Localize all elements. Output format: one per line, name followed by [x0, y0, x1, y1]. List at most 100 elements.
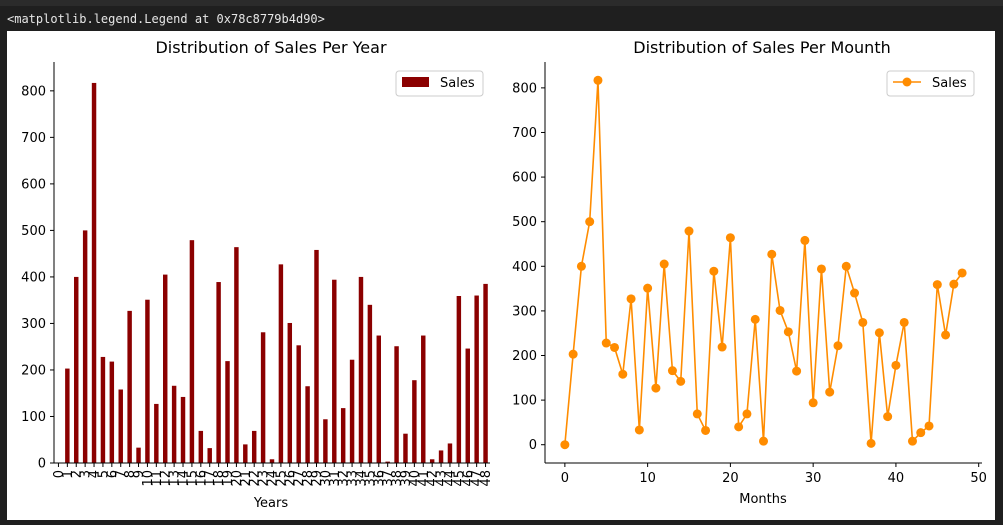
bar-chart-x-tick-label: 20	[230, 470, 245, 487]
bar	[171, 385, 177, 463]
bar-chart-legend: Sales	[395, 70, 484, 97]
data-point	[949, 279, 959, 289]
bar-chart-x-tick-label: 5	[96, 470, 111, 478]
bar-chart-y-tick-label: 300	[21, 317, 46, 332]
bar	[278, 264, 284, 463]
data-point	[941, 330, 951, 340]
bar-chart-bars	[65, 82, 488, 464]
bar	[340, 408, 346, 463]
bar	[260, 332, 266, 463]
data-point	[676, 376, 686, 386]
data-point	[667, 366, 677, 376]
bar	[198, 430, 204, 463]
data-point	[750, 314, 760, 324]
bar-chart-x-tick-label: 21	[239, 470, 254, 487]
data-point	[858, 317, 868, 327]
line-chart-points	[560, 75, 967, 450]
bar	[376, 335, 381, 463]
data-point	[841, 261, 851, 271]
bar-chart-y-tick-label: 0	[38, 457, 46, 472]
bar-chart-x-tick-label: 47	[470, 470, 485, 487]
bar-chart-x-tick-label: 25	[274, 470, 289, 487]
data-point	[775, 305, 785, 315]
line-chart-legend: Sales	[886, 70, 975, 97]
line-chart-y-tick-label: 200	[512, 349, 537, 364]
bar-chart-x-ticks: 0123456789101112131415161718192021222324…	[52, 463, 494, 487]
bar-chart-x-tick-label: 22	[248, 470, 263, 487]
data-point	[792, 366, 802, 376]
bar	[483, 283, 488, 463]
bar	[429, 459, 435, 463]
bar-chart-y-ticks: 0 100 200 300 400 500 600 700 800	[21, 84, 54, 472]
bar-chart-x-tick-label: 2	[70, 470, 85, 478]
bar	[251, 430, 257, 463]
bar	[305, 386, 310, 463]
data-point	[891, 360, 901, 370]
data-point	[725, 233, 735, 243]
data-point	[601, 338, 611, 348]
bar	[216, 282, 221, 463]
bar-chart: Distribution of Sales Per Year 010020030…	[21, 38, 494, 511]
line-chart-legend-label: Sales	[932, 76, 967, 91]
data-point	[825, 387, 835, 397]
bar-chart-x-tick-label: 34	[354, 470, 369, 487]
bar-chart-x-tick-label: 40	[408, 470, 423, 487]
bar-chart-x-tick-label: 41	[417, 470, 432, 487]
line-chart-x-tick-label: 0	[561, 471, 569, 486]
line-chart-y-ticks: 0 100 200 300 400 500 600 700 800	[512, 81, 545, 453]
bar	[145, 299, 150, 463]
bar	[367, 304, 373, 463]
data-point	[610, 342, 620, 352]
bar-chart-x-tick-label: 24	[266, 470, 281, 487]
line-chart-x-tick-label: 10	[639, 471, 656, 486]
bar-chart-x-tick-label: 9	[132, 470, 147, 478]
data-point	[957, 268, 967, 278]
bar-chart-x-tick-label: 46	[461, 470, 476, 487]
line-chart-series-line	[564, 80, 963, 445]
bar-chart-x-tick-label: 16	[194, 470, 209, 487]
bar-chart-y-tick-label: 100	[21, 410, 46, 425]
bar-chart-x-tick-label: 18	[212, 470, 227, 487]
data-point	[932, 280, 942, 290]
bar-chart-x-tick-label: 8	[123, 470, 138, 478]
line-chart-y-tick-label: 400	[512, 260, 537, 275]
bar-chart-x-tick-label: 45	[452, 470, 467, 487]
bar	[127, 310, 132, 463]
bar-chart-y-tick-label: 500	[21, 224, 46, 239]
data-point	[742, 409, 752, 419]
bar-chart-x-tick-label: 42	[426, 470, 441, 487]
data-point	[899, 317, 909, 327]
bar	[180, 396, 186, 463]
data-point	[585, 217, 595, 227]
line-chart-y-tick-label: 600	[512, 171, 537, 186]
data-point	[866, 438, 876, 448]
line-chart-x-tick-label: 50	[970, 471, 987, 486]
bar	[109, 361, 115, 463]
data-point	[816, 264, 826, 274]
bar	[91, 82, 97, 464]
bar	[287, 322, 293, 463]
bar-chart-x-tick-label: 27	[292, 470, 307, 487]
bar-chart-legend-label: Sales	[440, 76, 475, 91]
bar-chart-legend-swatch	[402, 77, 429, 87]
bar	[296, 345, 301, 463]
bar-chart-x-tick-label: 0	[52, 470, 67, 478]
data-point	[643, 283, 653, 293]
data-point	[701, 425, 711, 435]
data-point	[874, 328, 884, 338]
bar	[447, 443, 453, 463]
line-chart-y-tick-label: 0	[529, 438, 537, 453]
bar	[234, 247, 239, 463]
bar-chart-x-tick-label: 37	[381, 470, 396, 487]
bar-chart-x-tick-label: 17	[203, 470, 218, 487]
bar-chart-y-tick-label: 200	[21, 363, 46, 378]
data-point	[907, 436, 917, 446]
bar	[207, 448, 212, 463]
bar	[74, 276, 79, 463]
bar-chart-x-tick-label: 28	[301, 470, 316, 487]
data-point	[618, 369, 628, 379]
bar-chart-x-tick-label: 29	[310, 470, 325, 487]
data-point	[734, 422, 744, 432]
data-point	[684, 226, 694, 236]
bar-chart-x-tick-label: 11	[150, 470, 165, 487]
